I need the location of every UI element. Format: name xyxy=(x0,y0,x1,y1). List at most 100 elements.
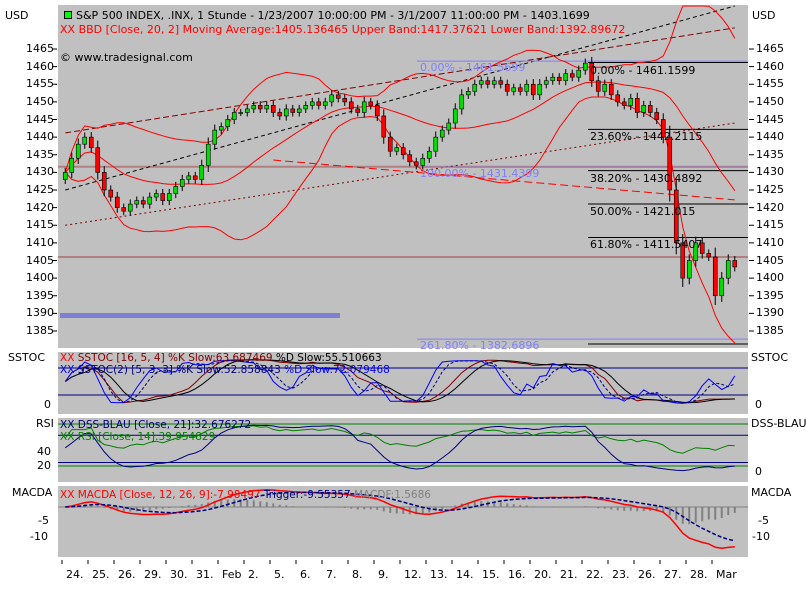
candle-body xyxy=(498,80,504,85)
candle-body xyxy=(244,108,250,113)
candle-body xyxy=(569,73,575,78)
price-tick-left: 1390 xyxy=(26,306,54,320)
price-tick-right: 1400 xyxy=(756,271,784,285)
sstoc-legend-d: %D Slow:55.510663 xyxy=(275,352,382,364)
remove-indicator-icon[interactable]: XX xyxy=(60,23,76,36)
x-label-12: 12. xyxy=(404,568,422,581)
x-label-24: 24. xyxy=(66,568,84,581)
x-label-16: 16. xyxy=(508,568,526,581)
candle-body xyxy=(420,157,426,166)
candle-body xyxy=(537,83,543,96)
candle-body xyxy=(712,256,718,297)
dss-line xyxy=(65,424,735,472)
candle-body xyxy=(524,83,530,92)
candle-body xyxy=(270,105,276,113)
remove-indicator-icon[interactable]: XX xyxy=(60,352,75,364)
candle-body xyxy=(179,179,185,187)
candle-body xyxy=(413,161,419,166)
candle-body xyxy=(251,105,257,110)
fib-black-label: 23.60% - 1442.2115 xyxy=(590,130,703,144)
candle-body xyxy=(699,242,705,254)
x-label-2: 2. xyxy=(248,568,259,581)
price-tick-left: 1465 xyxy=(26,42,54,55)
macd-label-right: MACDA xyxy=(751,486,792,499)
candle-body xyxy=(446,122,452,131)
candle-body xyxy=(166,193,172,201)
macd-tick-5: -5 xyxy=(38,514,49,527)
candle-body xyxy=(88,136,94,148)
candle-body xyxy=(114,196,120,208)
candle-body xyxy=(335,94,341,99)
candle-body xyxy=(582,62,588,71)
x-label-14: 14. xyxy=(456,568,474,581)
trendline xyxy=(65,5,735,191)
price-tick-left: 1420 xyxy=(26,200,54,214)
candle-body xyxy=(192,175,198,180)
candle-body xyxy=(732,260,738,268)
candle-body xyxy=(563,73,569,82)
bbd-legend-text: BBD [Close, 20, 2] Moving Average:1405.1… xyxy=(78,23,626,36)
candle-body xyxy=(641,105,647,113)
trigger-legend-text: Trigger:-9.55357 xyxy=(263,489,351,501)
candle-body xyxy=(225,119,231,127)
candle-body xyxy=(719,277,725,297)
fib-black-label: 38.20% - 1430.4892 xyxy=(590,171,703,185)
candle-body xyxy=(108,189,114,198)
candle-body xyxy=(231,112,237,120)
macd-tick-10: -10 xyxy=(30,530,48,543)
sstoc-tick-0: 0 xyxy=(44,398,51,411)
remove-indicator-icon[interactable]: XX xyxy=(60,489,75,501)
x-label-30: 30. xyxy=(170,568,188,581)
remove-indicator-icon[interactable]: XX xyxy=(60,431,75,443)
price-tick-right: 1440 xyxy=(756,130,784,144)
price-tick-left: 1415 xyxy=(26,218,54,232)
candle-body xyxy=(62,172,68,180)
price-tick-left: 1455 xyxy=(26,77,54,91)
candle-body xyxy=(433,136,439,152)
candle-body xyxy=(277,112,283,117)
candle-body xyxy=(82,136,88,145)
price-tick-left: 1430 xyxy=(26,165,54,179)
dss-legend: XX DSS-BLAU [Close, 21]:32.676272 xyxy=(60,419,251,431)
candle-body xyxy=(595,80,601,92)
candle-body xyxy=(205,143,211,166)
candle-body xyxy=(140,200,146,205)
chart-title-text: S&P 500 INDEX, .INX, 1 Stunde - 1/23/200… xyxy=(76,9,590,22)
price-unit-left: USD xyxy=(5,9,29,22)
panel-mac xyxy=(58,486,748,557)
x-label-Mar: Mar xyxy=(716,568,737,581)
candle-body xyxy=(283,108,289,117)
candle-body xyxy=(576,69,582,78)
macd-label-left: MACDA xyxy=(12,486,53,499)
x-label-5: 5. xyxy=(274,568,285,581)
candle-body xyxy=(472,83,478,92)
fib-black-label: 61.80% - 1411.5407 xyxy=(590,238,703,252)
candle-body xyxy=(69,157,75,173)
remove-indicator-icon[interactable]: XX xyxy=(60,364,75,376)
sstoc-label-left: SSTOC xyxy=(8,351,46,364)
candle-body xyxy=(439,129,445,138)
candle-body xyxy=(322,101,328,106)
candle-body xyxy=(101,172,107,191)
candle-body xyxy=(361,101,367,113)
x-label-15: 15. xyxy=(482,568,500,581)
candle-body xyxy=(647,105,653,113)
price-tick-left: 1425 xyxy=(26,183,54,196)
x-label-Feb: Feb xyxy=(222,568,242,581)
candle-body xyxy=(218,126,224,131)
remove-indicator-icon[interactable]: XX xyxy=(60,419,75,431)
panel-sst xyxy=(58,352,748,414)
x-label-28: 28. xyxy=(690,568,708,581)
x-label-21: 21. xyxy=(560,568,578,581)
candle-body xyxy=(680,242,686,279)
panel-rsi xyxy=(58,418,748,482)
x-label-9: 9. xyxy=(378,568,389,581)
candle-body xyxy=(673,189,679,244)
price-tick-right: 1455 xyxy=(756,77,784,91)
price-tick-left: 1410 xyxy=(26,235,54,249)
candle-body xyxy=(589,62,595,82)
candle-body xyxy=(504,83,510,92)
rsi-line xyxy=(64,425,735,454)
candle-body xyxy=(706,253,712,258)
